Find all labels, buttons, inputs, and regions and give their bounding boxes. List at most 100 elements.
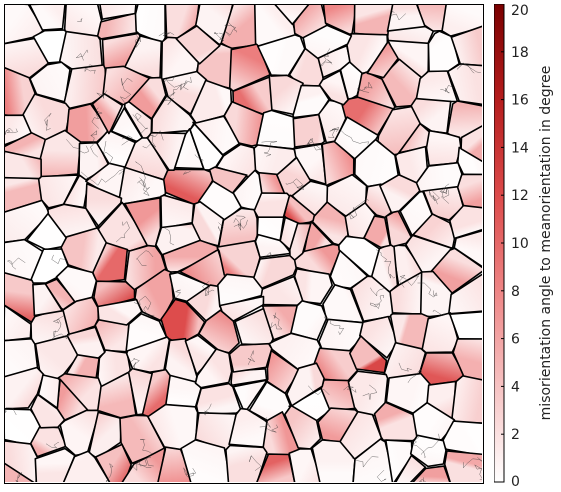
- grain: [448, 311, 482, 341]
- subgrain-boundary: [80, 168, 126, 186]
- grain: [62, 450, 111, 482]
- grain: [162, 70, 208, 115]
- subgrain-boundary: [300, 137, 322, 151]
- subgrain-boundary: [351, 456, 379, 468]
- grain: [230, 367, 268, 387]
- grain: [32, 282, 64, 317]
- grain: [288, 222, 312, 261]
- colorbar-tick-label: 18: [511, 45, 529, 61]
- grain: [208, 166, 248, 194]
- subgrain-boundary: [75, 49, 89, 61]
- subgrain-boundary: [321, 48, 333, 67]
- subgrain-boundary: [375, 249, 396, 279]
- subgrain-boundary: [6, 257, 26, 270]
- colorbar-tick-label: 6: [511, 332, 520, 348]
- grain: [302, 24, 353, 60]
- grain: [5, 462, 35, 482]
- grain: [146, 131, 187, 171]
- colorbar-tick-label: 16: [511, 93, 529, 109]
- grain: [363, 215, 391, 249]
- subgrain-boundary: [343, 384, 357, 394]
- grain: [37, 374, 61, 409]
- subgrain-boundary: [183, 467, 197, 478]
- grain: [94, 443, 132, 482]
- subgrain-boundary: [247, 350, 255, 365]
- subgrain-boundary: [369, 294, 384, 310]
- subgrain-boundary: [213, 31, 225, 42]
- subgrain-boundary: [348, 198, 369, 220]
- subgrain-boundary: [233, 215, 246, 231]
- grain: [58, 30, 104, 70]
- grain: [456, 173, 482, 210]
- subgrain-boundary: [52, 315, 64, 338]
- subgrain-boundary: [218, 222, 224, 232]
- subgrain-boundary: [407, 368, 423, 383]
- grain: [141, 368, 171, 418]
- subgrain-boundary: [5, 407, 17, 416]
- grain: [399, 190, 434, 237]
- subgrain-boundary: [357, 81, 373, 93]
- grain: [274, 5, 310, 26]
- subgrain-boundary: [91, 107, 103, 129]
- subgrain-boundary: [285, 178, 305, 190]
- grain: [286, 362, 325, 407]
- subgrain-boundary: [15, 472, 23, 482]
- grain: [28, 5, 66, 31]
- subgrain-boundary: [183, 76, 192, 91]
- subgrain-boundaries: [5, 11, 482, 482]
- subgrain-boundary: [140, 438, 154, 467]
- orientation-map: [4, 4, 484, 484]
- grain: [460, 125, 482, 163]
- subgrain-boundary: [398, 362, 412, 372]
- grain: [155, 222, 202, 256]
- grain: [30, 393, 66, 429]
- grain: [219, 295, 265, 322]
- colorbar-tick-label: 10: [511, 236, 529, 252]
- subgrain-boundary: [462, 457, 482, 469]
- subgrain-boundary: [135, 35, 141, 48]
- grain: [453, 230, 482, 268]
- subgrain-boundary: [45, 442, 59, 449]
- subgrain-boundary: [417, 282, 438, 298]
- colorbar-tick-label: 12: [511, 188, 529, 204]
- subgrain-boundary: [224, 21, 237, 37]
- subgrain-boundary: [324, 316, 345, 336]
- subgrain-boundary: [442, 183, 450, 204]
- grain: [412, 465, 451, 482]
- subgrain-boundary: [329, 127, 340, 133]
- subgrain-boundary: [51, 254, 66, 265]
- grains-layer: [5, 5, 482, 482]
- subgrain-boundary: [308, 385, 330, 396]
- grain: [385, 210, 415, 248]
- subgrain-boundary: [105, 463, 114, 482]
- grain: [253, 192, 291, 218]
- grain: [448, 204, 482, 240]
- subgrain-boundary: [259, 417, 271, 428]
- colorbar: 0 2 4 6 8 10 12 14 16 18 20 misorientation angle t…: [493, 3, 561, 492]
- subgrain-boundary: [164, 227, 175, 246]
- grain: [352, 438, 396, 482]
- grain: [216, 240, 261, 279]
- subgrain-boundary: [66, 139, 89, 154]
- subgrain-boundary: [370, 287, 385, 297]
- grain: [366, 40, 399, 79]
- subgrain-boundary: [270, 312, 283, 330]
- grain: [175, 25, 221, 65]
- subgrain-boundary: [194, 154, 204, 162]
- subgrain-boundary: [103, 140, 114, 165]
- colorbar-tick-label: 0: [511, 474, 520, 488]
- subgrain-boundary: [432, 309, 446, 317]
- subgrain-boundary: [132, 112, 148, 135]
- subgrain-boundary: [142, 130, 164, 149]
- colorbar-tick-label: 2: [511, 427, 520, 443]
- subgrain-boundary: [135, 161, 146, 188]
- grain: [447, 63, 482, 106]
- subgrain-boundary: [135, 250, 154, 266]
- grain: [194, 348, 233, 389]
- subgrain-boundary: [440, 84, 455, 94]
- subgrain-boundary: [249, 455, 262, 471]
- colorbar-label: misorientation angle to meanorientation …: [538, 66, 554, 421]
- subgrain-boundary: [411, 436, 426, 458]
- subgrain-boundary: [180, 82, 188, 91]
- grain: [151, 94, 196, 135]
